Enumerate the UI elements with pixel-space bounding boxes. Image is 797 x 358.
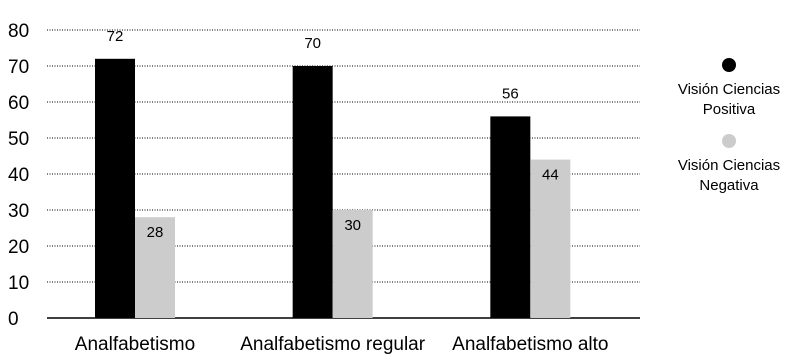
data-label-positiva-2: 56	[502, 85, 519, 102]
bar-positiva-0	[95, 58, 135, 319]
y-tick-label-40: 40	[8, 165, 29, 186]
data-label-negativa-0: 28	[147, 224, 164, 241]
data-label-positiva-0: 72	[107, 28, 124, 45]
legend-swatch-negativa	[722, 134, 736, 148]
x-category-label-0: Analfabetismo	[75, 334, 195, 355]
bar-positiva-1	[292, 66, 333, 318]
legend-label-negativa: Visión Ciencias Negativa	[677, 157, 781, 194]
legend-swatch-positiva	[722, 58, 736, 72]
y-tick-label-60: 60	[8, 93, 29, 114]
bar-negativa-2	[530, 159, 571, 318]
y-tick-label-10: 10	[8, 273, 29, 294]
y-tick-label-20: 20	[8, 237, 29, 258]
legend-item-negativa: Visión Ciencias Negativa	[664, 134, 794, 196]
bar-negativa-1	[332, 210, 373, 318]
data-label-negativa-2: 44	[542, 167, 559, 184]
legend-label-positiva: Visión Ciencias Positiva	[677, 81, 781, 118]
legend: Visión Ciencias Positiva Visión Ciencias…	[664, 58, 794, 210]
y-tick-label-70: 70	[8, 57, 29, 78]
bar-negativa-0	[135, 217, 175, 318]
bar-positiva-2	[490, 116, 531, 319]
y-tick-label-0: 0	[8, 309, 19, 330]
y-tick-label-50: 50	[8, 129, 29, 150]
x-category-label-2: Analfabetismo alto	[452, 334, 608, 355]
legend-item-positiva: Visión Ciencias Positiva	[664, 58, 794, 120]
data-label-positiva-1: 70	[304, 35, 321, 52]
x-category-label-1: Analfabetismo regular	[240, 334, 425, 355]
y-tick-label-80: 80	[8, 21, 29, 42]
y-tick-label-30: 30	[8, 201, 29, 222]
data-label-negativa-1: 30	[344, 217, 361, 234]
